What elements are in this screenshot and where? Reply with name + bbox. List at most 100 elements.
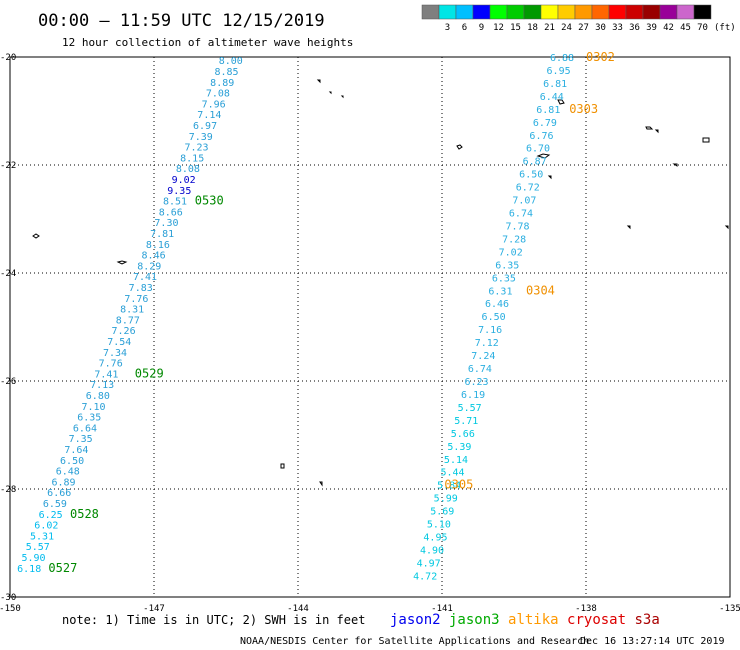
wave-height-value: 6.87 (523, 157, 547, 168)
wave-height-value: 8.46 (142, 251, 166, 262)
colorbar-swatch (676, 4, 695, 20)
island-outline (280, 463, 285, 469)
wave-height-value: 7.41 (94, 369, 118, 380)
pass-time-label: 0528 (70, 507, 99, 521)
island-outline (328, 91, 332, 95)
wave-height-value: 7.02 (499, 247, 523, 258)
islands (32, 79, 729, 487)
wave-height-value: 6.46 (485, 299, 509, 310)
wave-height-value: 8.85 (214, 67, 238, 78)
colorbar-tick-label: 24 (561, 23, 572, 33)
island-outline (116, 260, 128, 265)
colorbar-tick-label: 12 (493, 23, 504, 33)
island-outline (456, 144, 463, 150)
wave-height-value: 6.72 (516, 183, 540, 194)
map-footer: note: 1) Time is in UTC; 2) SWH is in fe… (62, 612, 725, 647)
colorbar-tick-label: 33 (612, 23, 623, 33)
colorbar-tick-label: 9 (479, 23, 484, 33)
wave-height-value: 6.44 (540, 92, 564, 103)
wave-height-value: 8.00 (219, 56, 243, 67)
wave-height-value: 4.90 (420, 545, 444, 556)
latitude-tick-label: -22 (0, 161, 16, 171)
colorbar-swatch (608, 4, 627, 20)
colorbar-legend: 3 6 9 12 15 18 21 24 27 30 33 36 39 42 45 70 (ft) (421, 4, 736, 33)
map-title: 00:00 — 11:59 UTC 12/15/2019 (38, 11, 325, 31)
colorbar-unit: (ft) (714, 23, 736, 33)
wave-height-value: 6.35 (495, 260, 519, 271)
wave-height-value: 7.10 (81, 402, 105, 413)
island-outline (319, 481, 323, 487)
latitude-tick-label: -24 (0, 269, 16, 279)
colorbar-tick-label: 15 (510, 23, 521, 33)
wave-height-value: 8.31 (120, 305, 144, 316)
wave-height-value: 7.81 (150, 229, 174, 240)
colorbar-swatch (574, 4, 593, 20)
wave-height-value: 4.95 (423, 533, 447, 544)
colorbar-tick-label: 42 (663, 23, 674, 33)
wave-height-value: 6.89 (51, 477, 75, 488)
latitude-tick-label: -26 (0, 377, 16, 387)
wave-height-value: 7.78 (505, 221, 529, 232)
wave-height-value: 8.89 (210, 78, 234, 89)
wave-height-value: 5.44 (441, 468, 465, 479)
colorbar-swatch (472, 4, 491, 20)
mission-name: s3a (626, 612, 660, 628)
wave-height-value: 6.80 (86, 391, 110, 402)
wave-height-value: 7.54 (107, 337, 131, 348)
latitude-tick-label: -28 (0, 485, 16, 495)
longitude-tick-label: -147 (143, 604, 165, 614)
wave-height-value: 6.19 (461, 390, 485, 401)
island-outline (654, 129, 659, 134)
wave-height-value: 4.97 (417, 558, 441, 569)
colorbar-tick-label: 6 (462, 23, 467, 33)
colorbar-swatch (523, 4, 542, 20)
wave-height-value: 5.14 (444, 455, 468, 466)
island-outline (340, 95, 344, 99)
longitude-tick-label: -144 (287, 604, 309, 614)
wave-height-value: 5.66 (451, 429, 475, 440)
wave-height-value: 7.12 (475, 338, 499, 349)
wave-height-value: 8.51 (163, 197, 187, 208)
wave-height-value: 6.74 (468, 364, 492, 375)
longitude-tick-label: -135 (719, 604, 740, 614)
wave-height-value: 7.26 (112, 326, 136, 337)
mission-legend: jason2 jason3 altika cryosat s3a (390, 612, 660, 628)
wave-height-value: 6.50 (482, 312, 506, 323)
island-outline (32, 233, 40, 239)
colorbar-tick-label: 30 (595, 23, 606, 33)
latitude-tick-label: -30 (0, 593, 16, 603)
wave-height-value: 7.14 (197, 110, 221, 121)
colorbar-tick-label: 3 (445, 23, 450, 33)
wave-height-value: 6.79 (533, 118, 557, 129)
colorbar-tick-label: 21 (544, 23, 555, 33)
wave-height-value: 6.88 (550, 53, 574, 64)
colorbar-swatch (659, 4, 678, 20)
island-outline (557, 99, 565, 105)
wave-height-value: 5.69 (430, 507, 454, 518)
altimeter-tracks: 8.008.858.897.087.967.146.977.397.238.15… (17, 50, 615, 582)
wave-height-value: 7.23 (184, 143, 208, 154)
wave-height-value: 6.97 (193, 121, 217, 132)
colorbar-tick-label: 45 (680, 23, 691, 33)
wave-height-value: 7.34 (103, 348, 127, 359)
wave-height-value: 6.81 (536, 105, 560, 116)
wave-height-value: 6.95 (547, 66, 571, 77)
wave-height-value: 5.39 (447, 442, 471, 453)
colorbar-swatch (540, 4, 559, 20)
map-frame (9, 56, 731, 598)
longitude-tick-label: -150 (0, 604, 21, 614)
pass-time-label: 0529 (135, 366, 164, 380)
wave-height-value: 7.76 (99, 359, 123, 370)
colorbar-swatch (506, 4, 525, 20)
wave-height-value: 7.30 (154, 218, 178, 229)
wave-height-value: 7.08 (206, 89, 230, 100)
colorbar-tick-label: 39 (646, 23, 657, 33)
wave-height-value: 7.41 (133, 272, 157, 283)
pass-time-label: 0305 (444, 478, 473, 492)
colorbar-tick-label: 36 (629, 23, 640, 33)
colorbar-swatch (625, 4, 644, 20)
wave-height-value: 7.83 (129, 283, 153, 294)
wave-height-value: 6.25 (39, 510, 63, 521)
wave-height-value: 6.18 (17, 564, 41, 575)
